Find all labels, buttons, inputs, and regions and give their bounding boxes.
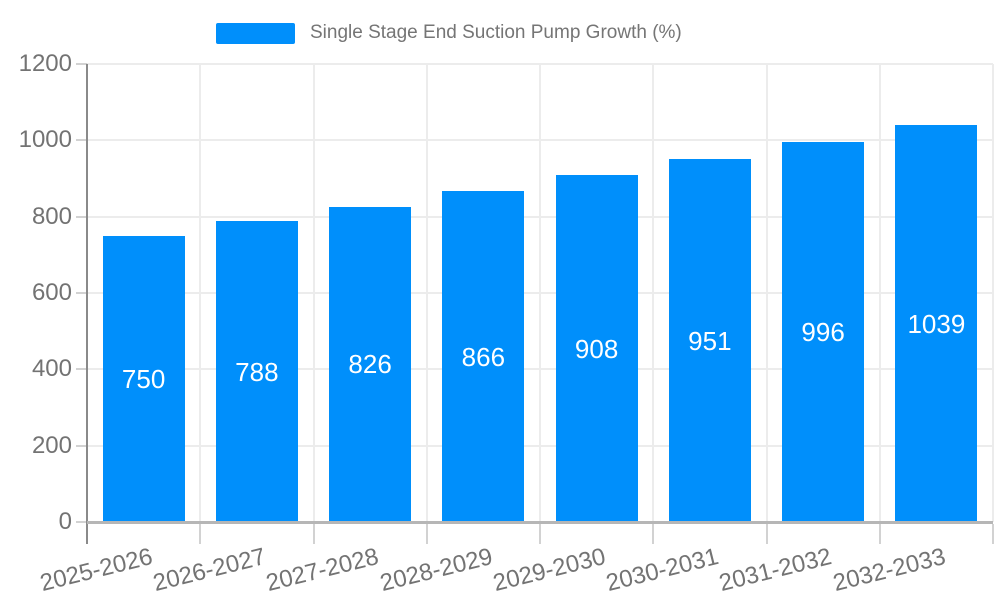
legend[interactable]: Single Stage End Suction Pump Growth (%)	[216, 22, 682, 44]
x-gridline	[425, 64, 428, 522]
bar-2031-2032[interactable]: 996	[782, 141, 865, 522]
x-axis-tick-label: 2027-2028	[263, 543, 382, 597]
x-axis-tick	[992, 524, 994, 544]
x-gridline	[199, 64, 202, 522]
y-axis-tick-label: 400	[31, 355, 72, 383]
bar-value-label: 908	[574, 333, 619, 364]
x-gridline	[652, 64, 655, 522]
y-axis-tick-label: 0	[58, 508, 72, 535]
y-axis-line	[86, 64, 88, 544]
y-axis-tick-label: 1000	[18, 126, 72, 154]
x-axis-tick	[539, 524, 541, 544]
x-axis-tick	[425, 524, 428, 544]
x-axis-tick-label: 2030-2031	[603, 543, 722, 597]
bar-2030-2031[interactable]: 951	[668, 159, 751, 522]
x-axis-tick-label: 2028-2029	[377, 543, 495, 597]
bar-2027-2028[interactable]: 826	[329, 206, 412, 522]
bar-2025-2026[interactable]: 750	[102, 235, 185, 522]
x-gridline	[312, 64, 315, 522]
bar-value-label: 750	[121, 363, 166, 394]
x-axis-tick	[652, 524, 655, 544]
y-axis-tick	[76, 215, 87, 218]
legend-series-label: Single Stage End Suction Pump Growth (%)	[310, 22, 682, 43]
y-axis-tick	[76, 521, 87, 523]
x-axis-tick-label: 2031-2032	[716, 543, 835, 597]
bar-value-label: 826	[348, 349, 392, 380]
y-axis-tick	[76, 139, 87, 142]
bar-2028-2029[interactable]: 866	[442, 191, 525, 522]
x-gridline	[992, 64, 994, 522]
y-axis-tick-label: 1200	[18, 50, 72, 77]
bar-value-label: 866	[461, 341, 506, 372]
bar-value-label: 951	[688, 325, 732, 356]
y-axis-tick-label: 200	[31, 431, 72, 459]
y-axis-tick	[76, 63, 87, 65]
y-axis-tick	[76, 368, 87, 371]
x-gridline	[878, 64, 881, 522]
bar-value-label: 996	[801, 316, 845, 347]
x-axis-tick	[765, 524, 768, 544]
y-axis-tick	[76, 444, 87, 447]
x-gridline	[765, 64, 768, 522]
x-axis-line	[87, 521, 993, 524]
y-axis-tick-label: 800	[31, 202, 72, 230]
x-gridline	[539, 64, 541, 522]
bar-value-label: 1039	[907, 308, 966, 339]
x-axis-tick-label: 2032-2033	[830, 543, 948, 597]
legend-marker-swatch	[216, 22, 295, 44]
x-axis-tick	[312, 524, 315, 544]
x-axis-tick-label: 2029-2030	[490, 543, 609, 597]
y-axis-tick-label: 600	[31, 279, 72, 306]
bar-2029-2030[interactable]: 908	[555, 175, 638, 522]
bar-2032-2033[interactable]: 1039	[895, 125, 978, 522]
bar-2026-2027[interactable]: 788	[215, 221, 298, 522]
x-axis-tick	[878, 524, 881, 544]
bar-value-label: 788	[235, 356, 279, 387]
x-axis-tick-label: 2025-2026	[37, 543, 156, 597]
y-axis-tick	[76, 292, 87, 294]
x-axis-tick	[199, 524, 202, 544]
x-axis-tick-label: 2026-2027	[150, 543, 269, 597]
